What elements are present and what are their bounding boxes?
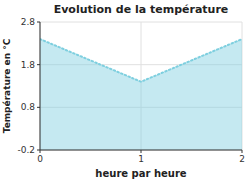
tick-label: -0.2 <box>17 145 35 155</box>
x-axis-label: heure par heure <box>95 168 186 179</box>
line <box>40 39 242 82</box>
y-axis <box>40 22 41 150</box>
plot-area <box>40 39 242 150</box>
tick-label: 1 <box>138 154 144 164</box>
title: Evolution de la température <box>54 3 229 16</box>
tick <box>141 150 142 153</box>
tick <box>37 107 40 108</box>
tick-label: 2.8 <box>21 17 36 27</box>
tick-label: 1.8 <box>21 60 36 70</box>
tick <box>242 150 243 153</box>
tick <box>37 150 40 151</box>
tick-label: 0 <box>37 154 43 164</box>
area <box>40 39 242 150</box>
chart: 0 1 2 -0.2 0.8 1.8 2.8 Evolution de la températ… <box>0 0 250 188</box>
grid-line <box>40 22 41 150</box>
y-axis-label: Température en °C <box>2 38 12 133</box>
tick-label: 0.8 <box>21 102 36 112</box>
tick-label: 2 <box>239 154 245 164</box>
tick <box>37 22 40 23</box>
tick <box>37 64 40 65</box>
